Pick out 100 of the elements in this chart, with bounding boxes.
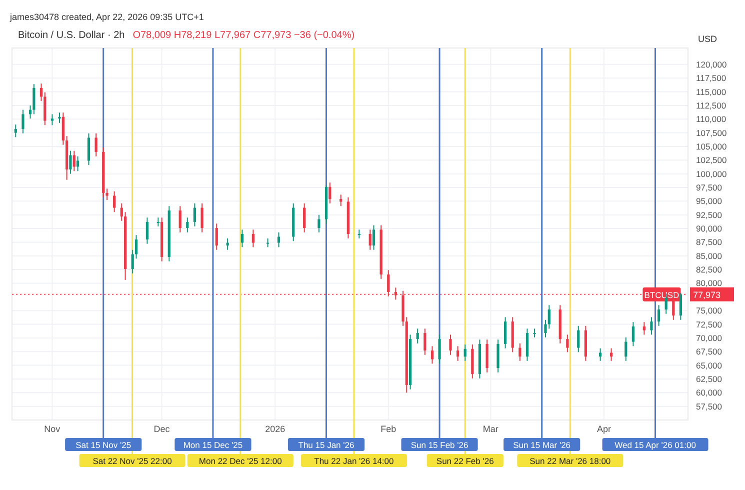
- candlestick: [416, 328, 419, 344]
- candlestick: [533, 328, 536, 338]
- candlestick: [113, 190, 116, 213]
- y-tick-label: 115,000: [696, 86, 726, 97]
- candlestick: [518, 342, 522, 362]
- y-tick-label: 100,000: [696, 168, 727, 179]
- candlestick: [14, 124, 17, 138]
- y-tick-label: 67,500: [696, 346, 722, 357]
- annotation: BTCUSD: [644, 290, 680, 300]
- ref-line-label: 77,973: [693, 290, 721, 300]
- ref-line-label: Thu 22 Jan '26 14:00: [314, 456, 394, 466]
- candlestick: [303, 202, 306, 233]
- ref-line-label: Mon 15 Dec '25: [183, 440, 243, 450]
- y-tick-label: 70,000: [696, 332, 722, 343]
- candlestick: [464, 344, 466, 362]
- candlestick: [430, 346, 434, 364]
- candlestick: [200, 202, 204, 233]
- y-tick-label: 112,500: [696, 100, 726, 110]
- y-tick-label: 80,000: [696, 278, 722, 288]
- candlestick: [679, 292, 682, 320]
- y-tick-label: 62,500: [696, 374, 722, 384]
- candlestick: [252, 229, 254, 248]
- candlestick: [22, 109, 24, 134]
- candlestick: [120, 202, 123, 222]
- candlestick: [94, 132, 98, 157]
- text: james30478 created, Apr 22, 2026 09:35 UTC+1: [9, 12, 204, 22]
- candlestick: [650, 316, 653, 336]
- candlestick: [438, 334, 441, 364]
- text: O78,009 H78,219 L77,967 C77,973 −36 (−0.04%): [132, 30, 355, 41]
- candlestick: [240, 229, 244, 248]
- ref-line-label: Wed 15 Apr '26 01:00: [614, 440, 696, 450]
- x-tick-label: 2026: [265, 424, 286, 434]
- y-tick-label: 120,000: [696, 59, 727, 70]
- y-tick-label: 87,500: [696, 237, 722, 248]
- x-tick-label: Nov: [44, 424, 61, 434]
- candlestick: [178, 206, 182, 233]
- candlestick: [50, 114, 54, 126]
- candlestick: [504, 316, 507, 349]
- y-tick-label: 102,500: [696, 155, 727, 166]
- candlestick: [526, 328, 529, 362]
- candlestick: [146, 217, 148, 244]
- x-tick-label: Apr: [596, 424, 611, 434]
- y-tick-label: 117,500: [696, 73, 726, 84]
- candlestick: [566, 334, 569, 353]
- candlestick: [599, 348, 602, 362]
- candlestick: [548, 304, 550, 330]
- y-tick-label: 110,000: [696, 114, 726, 124]
- candlestick: [632, 322, 634, 347]
- candlestick: [40, 83, 43, 102]
- y-tick-label: 107,500: [696, 128, 727, 138]
- y-tick-label: 57,500: [696, 401, 722, 412]
- y-tick-label: 95,000: [696, 196, 722, 206]
- y-tick-label: 85,000: [696, 250, 722, 261]
- candlestick: [72, 150, 76, 172]
- candlestick: [215, 223, 218, 250]
- candlestick: [58, 112, 61, 124]
- candlestick: [372, 224, 376, 250]
- ref-line-label: Sat 15 Nov '25: [76, 440, 132, 450]
- x-tick-label: Mar: [482, 424, 498, 434]
- y-tick-label: 90,000: [696, 224, 722, 234]
- candlestick: [456, 346, 460, 362]
- y-tick-label: 105,000: [696, 141, 727, 152]
- candlestick: [76, 156, 80, 172]
- candlestick: [328, 182, 332, 204]
- candlestick: [368, 229, 372, 250]
- candlestick: [62, 112, 64, 146]
- ref-line-label: Sun 15 Feb '26: [410, 440, 468, 450]
- candlestick: [577, 325, 580, 353]
- candlestick: [642, 322, 646, 336]
- candlestick: [358, 229, 360, 239]
- candlestick: [657, 304, 660, 326]
- candlestick: [193, 202, 196, 227]
- y-axis-title: USD: [698, 34, 718, 44]
- candlestick: [424, 328, 426, 356]
- x-tick-label: Feb: [380, 424, 396, 434]
- chart-title: Bitcoin / U.S. Dollar · 2h: [18, 30, 125, 41]
- ref-line-label: Thu 15 Jan '26: [298, 440, 355, 450]
- candlestick: [277, 232, 280, 248]
- ref-line-label: Mon 22 Dec '25 12:00: [198, 456, 282, 466]
- ref-line-label: Sun 15 Mar '26: [513, 440, 571, 450]
- candlestick: [186, 217, 189, 233]
- candlestick: [610, 348, 613, 362]
- candlestick: [318, 214, 320, 233]
- ref-line-label: Sat 22 Nov '25 22:00: [92, 456, 172, 466]
- candlestick: [624, 336, 628, 362]
- candlestick: [32, 84, 36, 115]
- y-tick-label: 65,000: [696, 360, 722, 370]
- y-tick-label: 92,500: [696, 210, 722, 220]
- y-tick-label: 72,500: [696, 319, 722, 330]
- y-tick-label: 75,000: [696, 306, 722, 316]
- candlestick: [69, 150, 72, 174]
- y-tick-label: 60,000: [696, 388, 722, 398]
- candlestick: [87, 132, 90, 166]
- ref-line-label: Sun 22 Feb '26: [436, 456, 494, 466]
- y-tick-label: 82,500: [696, 264, 722, 275]
- candlestick: [156, 217, 160, 227]
- candlestick: [449, 334, 452, 356]
- ref-line-label: Sun 22 Mar '26 18:00: [530, 456, 611, 466]
- y-tick-label: 97,500: [696, 182, 722, 192]
- x-tick-label: Dec: [154, 424, 170, 434]
